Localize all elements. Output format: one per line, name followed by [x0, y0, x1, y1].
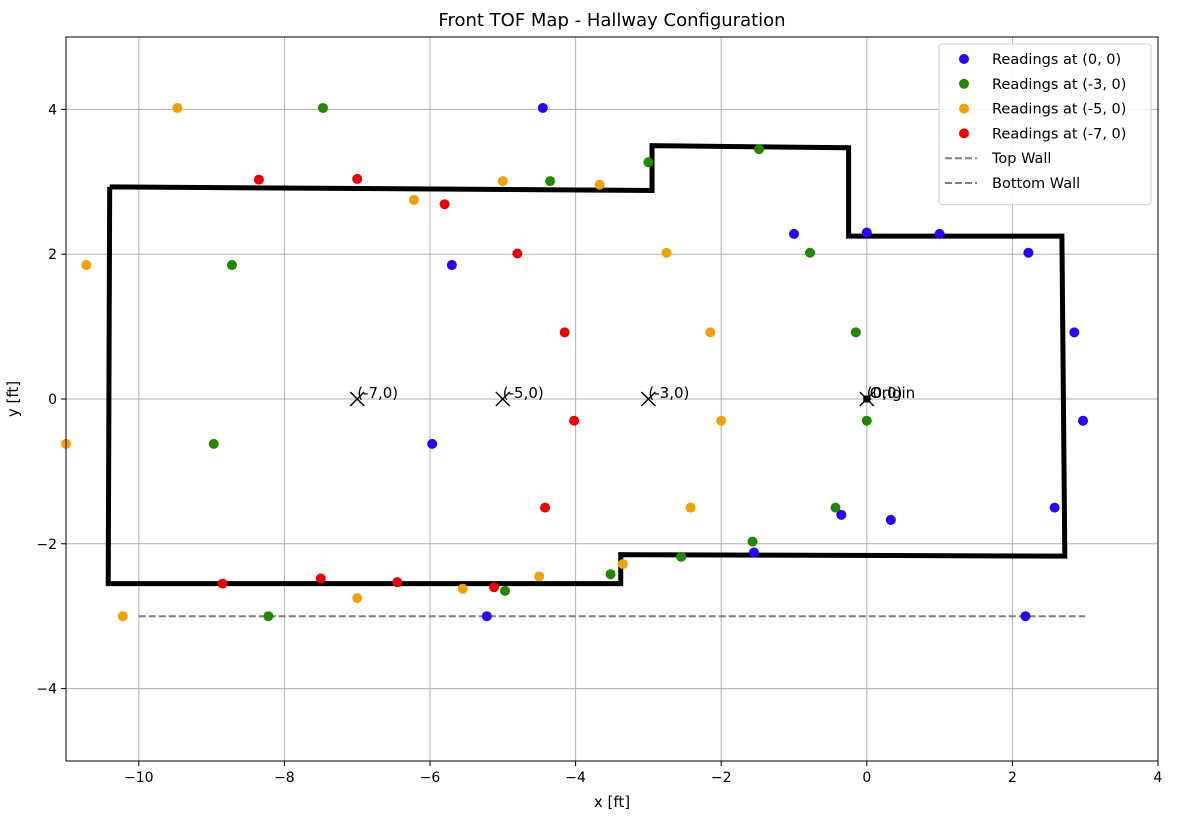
legend-marker [959, 128, 969, 139]
data-point [716, 415, 727, 426]
data-point [489, 582, 500, 593]
legend-marker [959, 78, 969, 89]
data-point [537, 102, 548, 113]
data-point [457, 583, 468, 594]
origin-label: Origin [870, 384, 915, 402]
data-point [754, 144, 765, 155]
data-point [836, 509, 847, 520]
legend-label: Readings at (-5, 0) [992, 102, 1126, 118]
x-tick-label: −2 [711, 770, 732, 786]
position-markers: (-7,0) (-5,0) (-3,0) (0,0)Origin [349, 384, 915, 407]
legend-label: Readings at (-7, 0) [992, 126, 1126, 142]
data-point [1069, 327, 1080, 338]
y-tick-label: −2 [36, 537, 57, 553]
x-marker [640, 391, 656, 407]
data-point [512, 248, 523, 259]
x-tick-label: 0 [862, 770, 871, 786]
marker-label: (-3,0) [648, 384, 689, 402]
data-point [117, 611, 128, 622]
x-marker [495, 391, 511, 407]
y-axis-label: y [ft] [4, 381, 22, 417]
legend-marker [959, 103, 969, 114]
data-point [747, 536, 758, 547]
data-point [861, 227, 872, 238]
data-point [408, 194, 419, 205]
data-point [805, 247, 816, 258]
data-point [217, 578, 228, 589]
data-point [497, 176, 508, 187]
data-point [559, 327, 570, 338]
x-tick-label: 4 [1154, 770, 1163, 786]
data-point [748, 547, 759, 558]
marker-label: (0,0) [867, 384, 903, 402]
data-point [643, 157, 654, 168]
legend-label: Readings at (0, 0) [992, 52, 1121, 68]
x-tick-label: −10 [124, 770, 154, 786]
data-point [705, 327, 716, 338]
legend: Readings at (0, 0) Readings at (-3, 0) Rea… [938, 43, 1152, 206]
data-point [1023, 247, 1034, 258]
origin-marker [863, 395, 871, 403]
x-tick-label: −6 [420, 770, 441, 786]
data-point [446, 260, 457, 271]
axis-ticks: −10 −8 −6 −4 −2 0 2 4 −4 −2 0 2 4 [36, 102, 1162, 786]
y-tick-label: 0 [48, 392, 57, 408]
marker-label: (-5,0) [503, 384, 544, 402]
y-tick-label: −4 [36, 682, 57, 698]
data-point [594, 179, 605, 190]
y-tick-label: 2 [48, 247, 57, 263]
data-point [392, 577, 403, 588]
x-marker [349, 391, 365, 407]
x-tick-label: 2 [1008, 770, 1017, 786]
x-axis-label: x [ft] [594, 793, 630, 811]
legend-box [938, 43, 1152, 206]
data-point [352, 593, 363, 604]
chart-title: Front TOF Map - Hallway Configuration [438, 10, 785, 31]
data-point [850, 327, 861, 338]
legend-label: Readings at (-3, 0) [992, 77, 1126, 93]
data-point [685, 502, 696, 513]
x-tick-label: −4 [565, 770, 586, 786]
data-point [540, 502, 551, 513]
data-point [789, 228, 799, 239]
data-point [481, 611, 492, 622]
data-point [317, 102, 328, 113]
legend-label: Bottom Wall [992, 176, 1080, 192]
data-point [1020, 611, 1031, 622]
data-point [861, 415, 872, 426]
data-point [1078, 415, 1089, 426]
data-point [226, 260, 237, 271]
x-tick-label: −8 [274, 770, 295, 786]
y-tick-label: 4 [48, 102, 57, 118]
data-point [208, 438, 219, 449]
data-point [81, 260, 92, 271]
data-point [617, 559, 628, 570]
data-point [172, 102, 183, 113]
data-point [676, 551, 687, 562]
data-point [439, 199, 450, 210]
data-point [263, 611, 274, 622]
data-point [569, 415, 580, 426]
data-point [253, 174, 264, 185]
data-point [315, 573, 326, 584]
legend-marker [959, 54, 969, 64]
data-point [427, 438, 438, 449]
data-points [61, 102, 1089, 622]
data-point [885, 514, 896, 525]
data-point [605, 569, 616, 580]
data-point [830, 502, 841, 513]
marker-label: (-7,0) [357, 384, 398, 402]
data-point [934, 228, 945, 239]
data-point [661, 247, 672, 258]
data-point [534, 571, 545, 582]
legend-label: Top Wall [991, 151, 1051, 167]
data-point [1049, 502, 1060, 513]
data-point [499, 585, 510, 596]
data-point [545, 176, 556, 187]
data-point [352, 173, 363, 184]
